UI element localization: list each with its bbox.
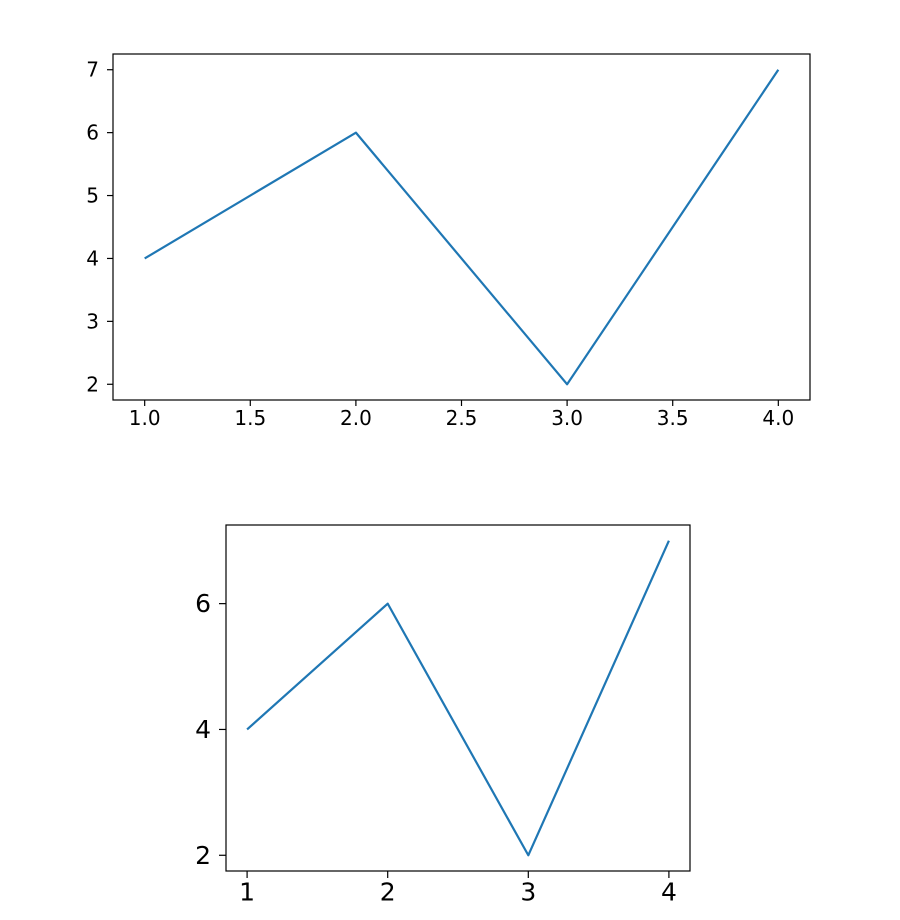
x-tick-label: 2.5	[446, 406, 478, 430]
axes-frame	[225, 524, 691, 872]
y-tick-label: 5	[86, 184, 99, 208]
axes-frame	[112, 53, 811, 401]
x-tick-label: 3	[520, 877, 536, 906]
x-tick-label: 3.5	[657, 406, 689, 430]
y-tick-label: 2	[195, 841, 211, 870]
x-tick-label: 2	[380, 877, 396, 906]
y-tick-label: 3	[86, 309, 99, 333]
chart-1: 1.0 1.5 2.0 2.5 3.0 3.5 4.0 2 3 4 5 6 7	[86, 53, 811, 430]
x-tick-label: 2.0	[340, 406, 372, 430]
y-tick-label: 6	[195, 589, 211, 618]
series-line-1	[144, 69, 780, 386]
x-tick-label: 1	[239, 877, 255, 906]
series-line-1	[246, 540, 670, 857]
y-tick-label: 4	[86, 246, 99, 270]
x-tick-label: 4	[661, 877, 677, 906]
x-tick-label: 4.0	[762, 406, 794, 430]
y-tick-label: 4	[195, 715, 211, 744]
x-tick-label: 1.5	[234, 406, 266, 430]
y-tick-label: 6	[86, 121, 99, 145]
y-tick-label: 7	[86, 58, 99, 82]
y-tick-label: 2	[86, 372, 99, 396]
x-tick-label: 1.0	[129, 406, 161, 430]
x-tick-label: 3.0	[551, 406, 583, 430]
